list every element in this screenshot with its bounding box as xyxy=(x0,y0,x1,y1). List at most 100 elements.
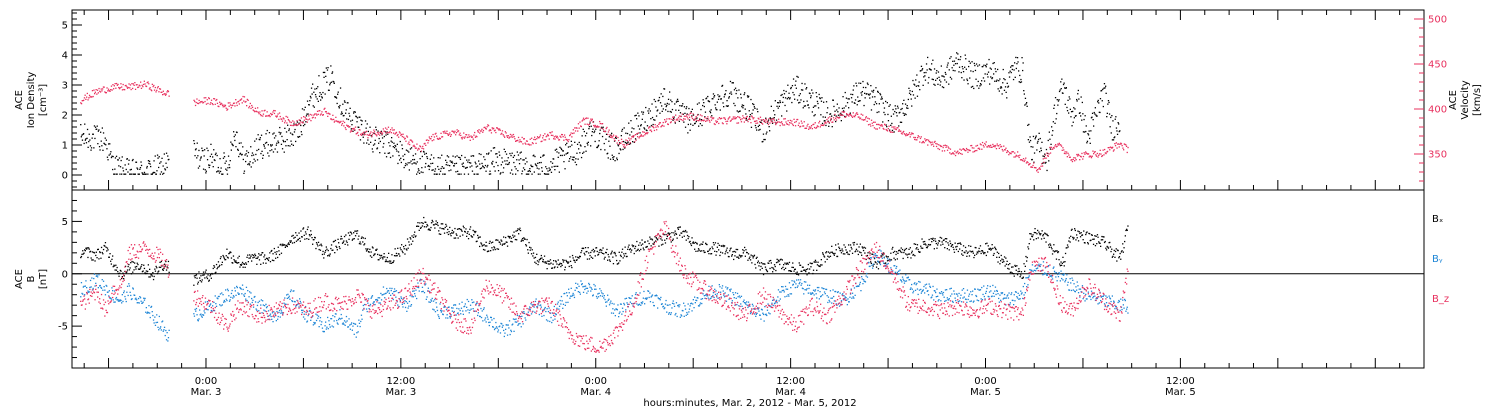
by-point xyxy=(163,329,165,331)
density-point xyxy=(1065,87,1067,89)
bx-point xyxy=(974,246,976,249)
velocity-point xyxy=(876,128,878,130)
velocity-point xyxy=(194,104,197,107)
density-point xyxy=(82,133,84,135)
density-point xyxy=(510,154,512,157)
density-point xyxy=(728,97,730,99)
velocity-point xyxy=(1022,158,1025,160)
velocity-point xyxy=(262,113,265,115)
velocity-point xyxy=(113,85,115,87)
velocity-point xyxy=(482,131,484,133)
density-point xyxy=(486,153,488,155)
velocity-point xyxy=(804,127,806,129)
velocity-point xyxy=(1047,155,1049,157)
by-point xyxy=(96,274,98,276)
density-point xyxy=(1028,141,1031,143)
velocity-point xyxy=(816,126,818,129)
density-point xyxy=(949,57,951,60)
bx-point xyxy=(158,266,160,268)
density-point xyxy=(557,156,559,158)
velocity-point xyxy=(893,128,895,130)
velocity-point xyxy=(743,121,745,123)
bx-point xyxy=(961,250,963,252)
bx-point xyxy=(1039,234,1041,236)
density-point xyxy=(205,170,207,172)
bx-point xyxy=(1010,271,1012,273)
velocity-point xyxy=(954,154,957,157)
by-point xyxy=(108,290,110,292)
velocity-point xyxy=(999,144,1001,146)
velocity-point xyxy=(875,128,877,130)
bx-point xyxy=(1038,231,1040,233)
bx-point xyxy=(121,276,123,278)
density-point xyxy=(548,167,550,169)
velocity-point xyxy=(824,122,826,124)
velocity-point xyxy=(938,144,940,146)
velocity-point xyxy=(1095,154,1097,156)
velocity-point xyxy=(713,117,715,119)
bx-point xyxy=(125,272,127,274)
density-point xyxy=(946,64,949,66)
velocity-point xyxy=(829,116,831,118)
density-point xyxy=(378,137,380,140)
velocity-point xyxy=(1078,154,1080,157)
by-point xyxy=(165,329,167,332)
bx-point xyxy=(799,264,801,266)
density-point xyxy=(621,130,623,132)
bx-point xyxy=(511,241,513,243)
bx-point xyxy=(684,229,687,232)
bx-point xyxy=(688,241,691,243)
velocity-point xyxy=(414,147,417,149)
velocity-point xyxy=(390,132,392,134)
velocity-point xyxy=(563,139,565,141)
density-point xyxy=(603,142,605,145)
velocity-point xyxy=(471,136,474,138)
density-point xyxy=(1019,81,1021,84)
density-point xyxy=(1019,74,1021,77)
bx-point xyxy=(925,246,928,249)
density-point xyxy=(1076,98,1078,101)
velocity-point xyxy=(831,121,833,123)
bx-point xyxy=(669,232,671,235)
density-point xyxy=(861,94,863,96)
density-point xyxy=(823,101,825,103)
bx-point xyxy=(1087,242,1089,244)
bx-point xyxy=(108,256,110,258)
bx-point xyxy=(581,250,583,252)
bx-point xyxy=(453,231,455,233)
density-point xyxy=(341,111,343,113)
bx-point xyxy=(1055,258,1058,260)
bx-point xyxy=(1064,261,1066,263)
velocity-point xyxy=(377,133,379,135)
velocity-point xyxy=(379,134,381,136)
density-point xyxy=(375,129,377,131)
velocity-point xyxy=(715,120,717,122)
bx-point xyxy=(358,243,361,245)
density-point xyxy=(692,124,694,126)
density-point xyxy=(831,115,833,117)
bx-point xyxy=(333,240,335,242)
bx-point xyxy=(573,259,576,262)
velocity-point xyxy=(639,135,642,137)
density-point xyxy=(129,169,131,171)
density-point xyxy=(541,167,543,169)
bx-point xyxy=(710,253,712,255)
velocity-point xyxy=(631,135,634,137)
density-point xyxy=(242,158,244,161)
bx-point xyxy=(334,252,336,254)
velocity-point xyxy=(531,142,534,144)
bx-point xyxy=(590,251,592,254)
bx-point xyxy=(160,266,162,268)
density-point xyxy=(857,100,859,102)
bx-point xyxy=(852,242,854,244)
density-point xyxy=(665,105,667,108)
by-point xyxy=(105,284,107,287)
velocity-point xyxy=(1101,155,1103,158)
density-point xyxy=(866,82,869,84)
bx-point xyxy=(864,247,867,249)
velocity-point xyxy=(1014,156,1017,158)
density-point xyxy=(582,128,584,130)
velocity-point xyxy=(210,102,212,104)
velocity-point xyxy=(132,83,134,85)
velocity-point xyxy=(1054,145,1056,147)
